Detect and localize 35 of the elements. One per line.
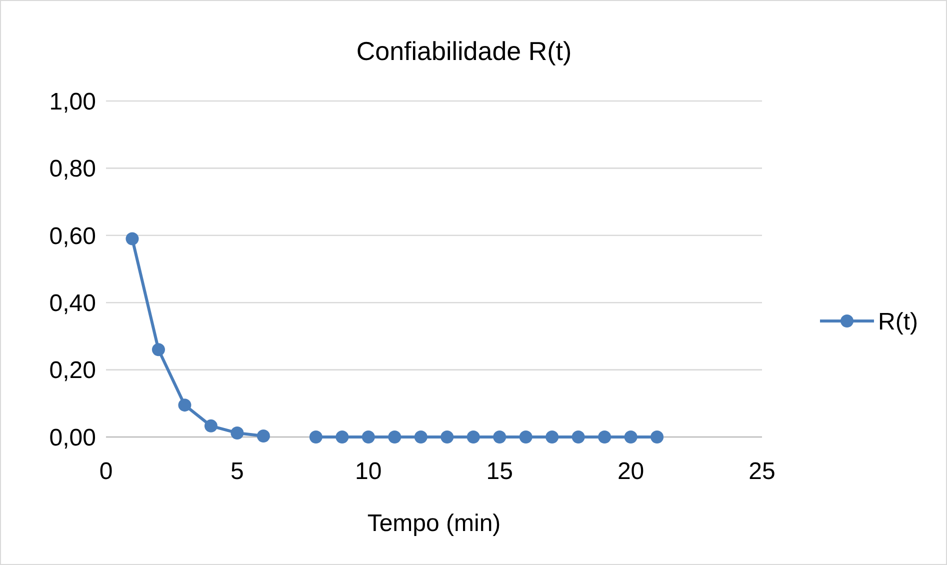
point bbox=[152, 343, 165, 356]
point bbox=[440, 430, 454, 444]
point bbox=[414, 430, 428, 444]
point bbox=[362, 430, 375, 444]
y-tick-label: 0,40 bbox=[49, 290, 96, 317]
point bbox=[388, 430, 402, 444]
x-axis-title: Tempo (min) bbox=[367, 510, 501, 537]
point bbox=[519, 430, 532, 444]
point bbox=[598, 430, 612, 444]
y-tick-label: 0,00 bbox=[49, 424, 96, 452]
point bbox=[650, 430, 664, 444]
point bbox=[178, 398, 192, 412]
point bbox=[256, 429, 270, 442]
point bbox=[572, 430, 585, 444]
point bbox=[230, 426, 244, 440]
point bbox=[204, 419, 218, 432]
point bbox=[466, 430, 480, 444]
point bbox=[126, 232, 139, 246]
point bbox=[309, 430, 322, 444]
y-tick-label: 0,20 bbox=[49, 357, 96, 384]
y-tick-label: 0,60 bbox=[49, 222, 96, 250]
x-tick-label: 15 bbox=[486, 458, 513, 485]
legend-label: R(t) bbox=[878, 308, 918, 336]
x-tick-label: 25 bbox=[748, 458, 776, 485]
x-tick-label: 0 bbox=[99, 458, 113, 485]
y-tick-label: 1,00 bbox=[49, 88, 96, 116]
point bbox=[336, 430, 349, 444]
point bbox=[624, 430, 638, 444]
point bbox=[493, 430, 506, 444]
chart-title: Confiabilidade R(t) bbox=[356, 36, 572, 66]
y-tick-label: 0,80 bbox=[49, 156, 96, 183]
x-tick-label: 20 bbox=[617, 458, 644, 485]
x-tick-label: 5 bbox=[230, 458, 244, 485]
x-tick-label: 10 bbox=[355, 458, 382, 485]
point bbox=[546, 430, 559, 444]
